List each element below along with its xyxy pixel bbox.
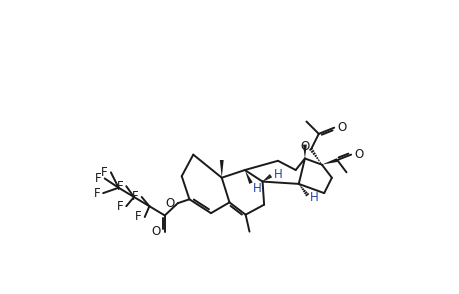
Polygon shape <box>245 170 253 184</box>
Polygon shape <box>322 158 338 165</box>
Text: O: O <box>354 148 364 161</box>
Text: H: H <box>252 182 261 195</box>
Text: F: F <box>117 180 123 193</box>
Text: H: H <box>274 168 283 181</box>
Text: O: O <box>166 197 175 210</box>
Polygon shape <box>220 160 224 178</box>
Text: F: F <box>94 187 100 200</box>
Text: O: O <box>337 121 347 134</box>
Text: F: F <box>132 191 139 203</box>
Text: O: O <box>300 141 309 153</box>
Text: F: F <box>101 166 108 179</box>
Text: H: H <box>310 191 319 204</box>
Text: F: F <box>117 200 123 213</box>
Text: F: F <box>135 211 142 223</box>
Text: F: F <box>95 172 101 185</box>
Polygon shape <box>303 145 307 158</box>
Text: O: O <box>151 225 160 238</box>
